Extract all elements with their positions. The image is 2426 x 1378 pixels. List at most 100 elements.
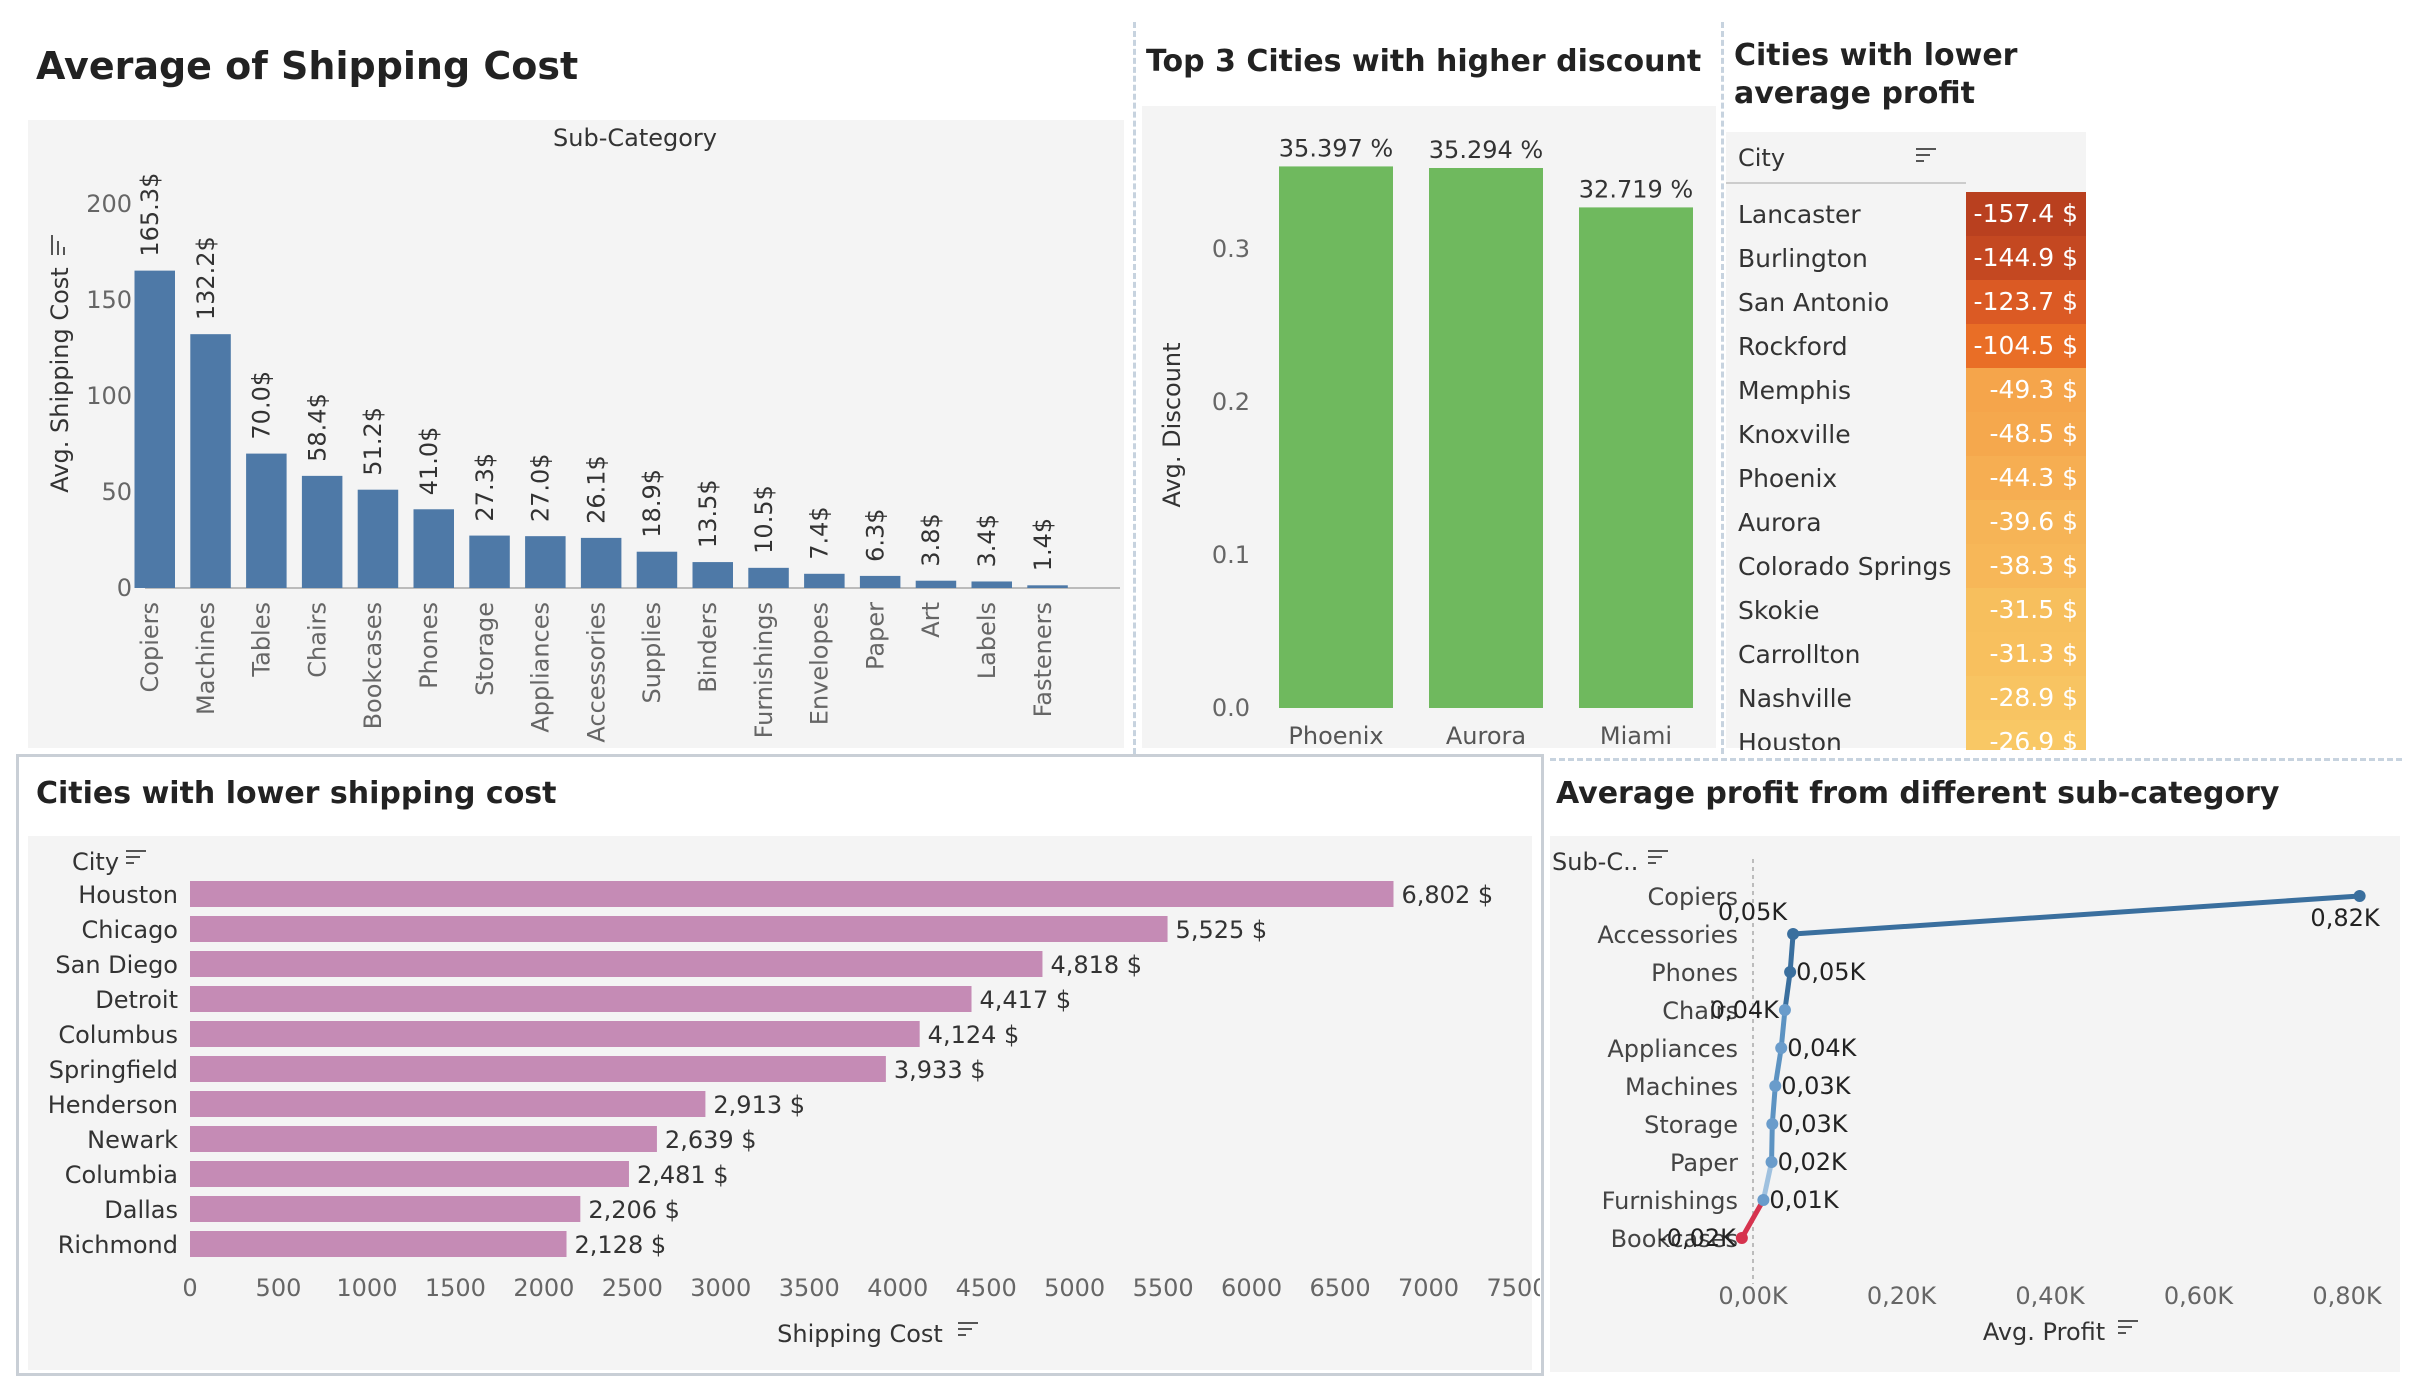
- data-label: 27.3$: [471, 453, 499, 522]
- data-label: 0,82K: [2310, 904, 2380, 932]
- bar[interactable]: [1429, 168, 1543, 708]
- table-row[interactable]: Skokie -31.5 $: [1726, 588, 2086, 632]
- bar[interactable]: [246, 453, 287, 588]
- bar[interactable]: [190, 1196, 581, 1222]
- shipping-cost-panel[interactable]: Average of Shipping Cost Sub-Category Av…: [20, 20, 1132, 750]
- data-point[interactable]: [1784, 966, 1797, 978]
- bar[interactable]: [190, 1161, 629, 1187]
- y-tick-label: 0.3: [1212, 235, 1250, 263]
- bar[interactable]: [190, 1056, 886, 1082]
- profit-table-panel[interactable]: Cities with lower average profit City La…: [1726, 20, 2406, 750]
- bar[interactable]: [1027, 585, 1068, 588]
- sort-icon[interactable]: [2118, 1320, 2138, 1334]
- series-line: [1782, 969, 1793, 1013]
- profit-table[interactable]: City Lancaster -157.4 $ Burlington -144.9 $…: [1726, 132, 2086, 750]
- table-row[interactable]: Houston -26.9 $: [1726, 720, 2086, 750]
- data-label: 58.4$: [303, 393, 331, 462]
- x-tick-label: Storage: [471, 602, 499, 696]
- bar[interactable]: [525, 536, 566, 588]
- y-tick-label: Storage: [1644, 1111, 1738, 1139]
- x-tick-label: 0,40K: [2015, 1282, 2085, 1310]
- bar[interactable]: [134, 270, 176, 588]
- separator-horizontal: [1550, 758, 2402, 761]
- subcat-profit-xlabel: Avg. Profit: [1983, 1318, 2105, 1346]
- bar[interactable]: [636, 551, 678, 588]
- discount-chart[interactable]: Avg. Discount 0.0 0.1 0.2 0.3 35.397 % Phoen…: [1138, 20, 1718, 750]
- bar[interactable]: [915, 580, 957, 588]
- city-shipping-panel[interactable]: Cities with lower shipping cost City Shi…: [20, 758, 1540, 1372]
- table-row[interactable]: San Antonio -123.7 $: [1726, 280, 2086, 324]
- table-row[interactable]: Knoxville -48.5 $: [1726, 412, 2086, 456]
- city-shipping-chart[interactable]: City Shipping Cost Houston 6,802 $ Chicago…: [20, 758, 1540, 1372]
- bar[interactable]: [1579, 207, 1693, 709]
- separator-vertical-1: [1133, 22, 1136, 754]
- subcat-profit-chart[interactable]: Sub-C.. Avg. Profit 0,00K 0,20K 0,40K 0,60K…: [1546, 764, 2406, 1374]
- discount-panel[interactable]: Top 3 Cities with higher discount Avg. D…: [1138, 20, 1718, 750]
- bar[interactable]: [1279, 166, 1393, 708]
- bar[interactable]: [301, 475, 343, 588]
- bar[interactable]: [580, 537, 622, 588]
- sort-icon[interactable]: [126, 850, 146, 864]
- bar[interactable]: [413, 509, 455, 588]
- table-row[interactable]: Nashville -28.9 $: [1726, 676, 2086, 720]
- bar[interactable]: [748, 567, 789, 588]
- x-tick-label: 7000: [1398, 1274, 1459, 1302]
- bar[interactable]: [190, 1231, 567, 1257]
- x-tick-label: Aurora: [1446, 722, 1526, 750]
- table-row[interactable]: Phoenix -44.3 $: [1726, 456, 2086, 500]
- data-point[interactable]: [1775, 1042, 1788, 1054]
- bar[interactable]: [357, 489, 399, 588]
- sort-icon[interactable]: [1916, 148, 1936, 162]
- data-label: 2,206 $: [588, 1196, 680, 1224]
- x-tick-label: 1500: [425, 1274, 486, 1302]
- profit-table-title-line1: Cities with lower: [1734, 38, 2018, 73]
- data-point[interactable]: [1757, 1194, 1770, 1206]
- data-point[interactable]: [1778, 1004, 1791, 1016]
- data-label: 70.0$: [248, 371, 276, 440]
- data-point[interactable]: [2353, 890, 2366, 902]
- table-row[interactable]: Lancaster -157.4 $: [1726, 192, 2086, 236]
- data-point[interactable]: [1766, 1118, 1779, 1130]
- table-row[interactable]: Colorado Springs -38.3 $: [1726, 544, 2086, 588]
- bar[interactable]: [190, 1021, 920, 1047]
- table-city-cell: Burlington: [1738, 244, 1868, 273]
- bar[interactable]: [469, 535, 510, 588]
- bar[interactable]: [190, 986, 972, 1012]
- bar[interactable]: [859, 575, 901, 588]
- bar[interactable]: [971, 581, 1013, 588]
- data-label: 32.719 %: [1579, 175, 1693, 203]
- table-city-cell: San Antonio: [1738, 288, 1890, 317]
- data-point[interactable]: [1787, 928, 1800, 940]
- y-tick-label: Chairs: [1662, 997, 1738, 1025]
- bar[interactable]: [692, 562, 734, 588]
- table-row[interactable]: Rockford -104.5 $: [1726, 324, 2086, 368]
- bar[interactable]: [190, 951, 1043, 977]
- x-tick-label: Machines: [192, 602, 220, 715]
- bar[interactable]: [190, 916, 1168, 942]
- table-city-cell: Carrollton: [1738, 640, 1861, 669]
- bar[interactable]: [190, 1126, 657, 1152]
- bar[interactable]: [190, 881, 1394, 907]
- profit-table-title-line2: average profit: [1734, 76, 1975, 111]
- data-label: 4,124 $: [928, 1021, 1020, 1049]
- data-label: 132.2$: [192, 236, 220, 320]
- data-point[interactable]: [1769, 1080, 1782, 1092]
- bar[interactable]: [190, 334, 231, 588]
- table-row[interactable]: Aurora -39.6 $: [1726, 500, 2086, 544]
- data-point[interactable]: [1735, 1232, 1748, 1244]
- table-value-cell: -157.4 $: [1966, 192, 2086, 236]
- data-label: 0,03K: [1778, 1110, 1848, 1138]
- table-row[interactable]: Memphis -49.3 $: [1726, 368, 2086, 412]
- data-point[interactable]: [1765, 1156, 1778, 1168]
- sort-icon[interactable]: [958, 1322, 978, 1336]
- bar[interactable]: [190, 1091, 706, 1117]
- y-tick-label: 0.0: [1212, 694, 1250, 722]
- table-row[interactable]: Burlington -144.9 $: [1726, 236, 2086, 280]
- sort-icon[interactable]: [51, 235, 65, 255]
- shipping-cost-chart[interactable]: Sub-Category Avg. Shipping Cost 0 50 100 15…: [20, 20, 1132, 750]
- sort-icon[interactable]: [1648, 850, 1668, 864]
- bar[interactable]: [804, 573, 845, 588]
- subcat-profit-panel[interactable]: Average profit from different sub-catego…: [1546, 764, 2406, 1374]
- table-row[interactable]: Carrollton -31.3 $: [1726, 632, 2086, 676]
- data-label: 35.294 %: [1429, 136, 1543, 164]
